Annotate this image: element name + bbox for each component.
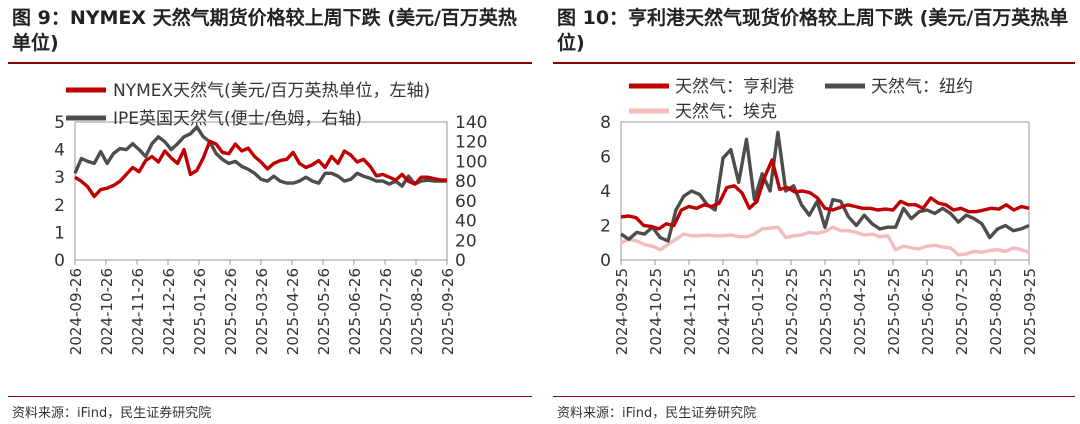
left-x-tick-label: 2025-02-26: [222, 268, 240, 355]
right-y-tick-label: 2: [600, 217, 611, 237]
right-y-tick-label: 6: [600, 148, 611, 168]
left-y2-tick-label: 60: [455, 192, 477, 212]
left-y-tick-label: 0: [54, 251, 65, 271]
left-x-tick-label: 2025-05-26: [315, 268, 333, 355]
left-title-rule: [8, 62, 532, 64]
right-legend-label-new-york: 天然气：纽约: [871, 77, 973, 97]
panel-divider: [540, 0, 545, 424]
left-footer-rule: [8, 396, 532, 397]
right-plot-frame: [620, 121, 1030, 261]
right-x-tick-label: 2024-12-25: [715, 268, 733, 355]
right-x-tick-label: 2025-08-25: [987, 268, 1005, 355]
right-chart-panel: 图 10：亨利港天然气现货价格较上周下跌 (美元/百万英热单位) 0 2 4 6 8 20…: [545, 0, 1080, 424]
left-y2-tick-label: 0: [455, 251, 466, 271]
right-series-henry-hub-line: [620, 158, 1030, 231]
right-title-rule: [553, 62, 1075, 64]
right-y-tick-label: 0: [600, 251, 611, 271]
right-legend-label-henry-hub: 天然气：亨利港: [675, 77, 794, 97]
right-y-tick-label: 4: [600, 182, 611, 202]
left-x-tick-label: 2024-11-26: [129, 268, 147, 355]
left-y-tick-label: 4: [54, 141, 65, 161]
right-legend-label-aeco: 天然气：埃克: [675, 102, 777, 122]
left-y2-tick-label: 120: [455, 133, 487, 153]
right-chart: 0 2 4 6 8 2024-09-25 2024-10-25 2024-11-25 2024-…: [600, 77, 1039, 355]
right-x-tick-label: 2025-05-25: [885, 268, 903, 355]
right-series-new-york-line: [620, 130, 1030, 243]
left-legend-label-ipe: IPE英国天然气(便士/色姆，右轴): [113, 109, 362, 129]
left-y2-tick-label: 80: [455, 172, 477, 192]
right-footer-rule: [553, 396, 1075, 397]
left-y2-tick-label: 20: [455, 231, 477, 251]
left-x-tick-label: 2024-10-26: [98, 268, 116, 355]
left-x-tick-label: 2025-04-26: [284, 268, 302, 355]
right-x-tick-label: 2024-10-25: [647, 268, 665, 355]
right-x-tick-label: 2025-04-25: [851, 268, 869, 355]
left-y-tick-label: 1: [54, 223, 65, 243]
right-source-note: 资料来源：iFind，民生证券研究院: [557, 406, 757, 421]
left-x-tick-label: 2025-03-26: [253, 268, 271, 355]
left-chart-panel: 图 9：NYMEX 天然气期货价格较上周下跌 (美元/百万英热单位) 0 1 2 3 4…: [8, 7, 532, 421]
left-y-tick-label: 3: [54, 168, 65, 188]
left-x-tick-label: 2025-07-26: [377, 268, 395, 355]
left-source-note: 资料来源：iFind，民生证券研究院: [12, 406, 212, 421]
right-x-tick-label: 2025-07-25: [953, 268, 971, 355]
right-series-aeco-line: [620, 225, 1030, 257]
left-y2-tick-label: 100: [455, 152, 487, 172]
left-y-tick-label: 2: [54, 196, 65, 216]
left-x-tick-label: 2025-08-26: [408, 268, 426, 355]
right-y-tick-label: 8: [600, 113, 611, 133]
right-x-tick-label: 2025-06-25: [919, 268, 937, 355]
left-y-tick-label: 5: [54, 113, 65, 133]
left-x-tick-label: 2024-12-26: [160, 268, 178, 355]
left-y2-tick-label: 140: [455, 113, 487, 133]
left-chart-title: 图 9：NYMEX 天然气期货价格较上周下跌 (美元/百万英热单位): [12, 7, 517, 54]
left-x-tick-label: 2025-09-26: [439, 268, 457, 355]
right-chart-title: 图 10：亨利港天然气现货价格较上周下跌 (美元/百万英热单位): [557, 7, 1069, 54]
right-x-tick-label: 2025-03-25: [817, 268, 835, 355]
left-x-tick-label: 2025-06-26: [346, 268, 364, 355]
right-x-tick-label: 2024-11-25: [681, 268, 699, 355]
left-series-ipe-line: [73, 125, 447, 188]
right-x-tick-label: 2024-09-25: [613, 268, 631, 355]
right-x-tick-label: 2025-01-25: [749, 268, 767, 355]
right-x-tick-label: 2025-09-25: [1021, 268, 1039, 355]
left-series-nymex-line: [74, 139, 447, 199]
left-y2-tick-label: 40: [455, 212, 477, 232]
right-x-tick-label: 2025-02-25: [783, 268, 801, 355]
left-legend-label-nymex: NYMEX天然气(美元/百万英热单位，左轴): [113, 81, 430, 101]
left-plot-frame: [74, 121, 448, 261]
left-x-tick-label: 2025-01-26: [191, 268, 209, 355]
left-x-tick-label: 2024-09-26: [67, 268, 85, 355]
